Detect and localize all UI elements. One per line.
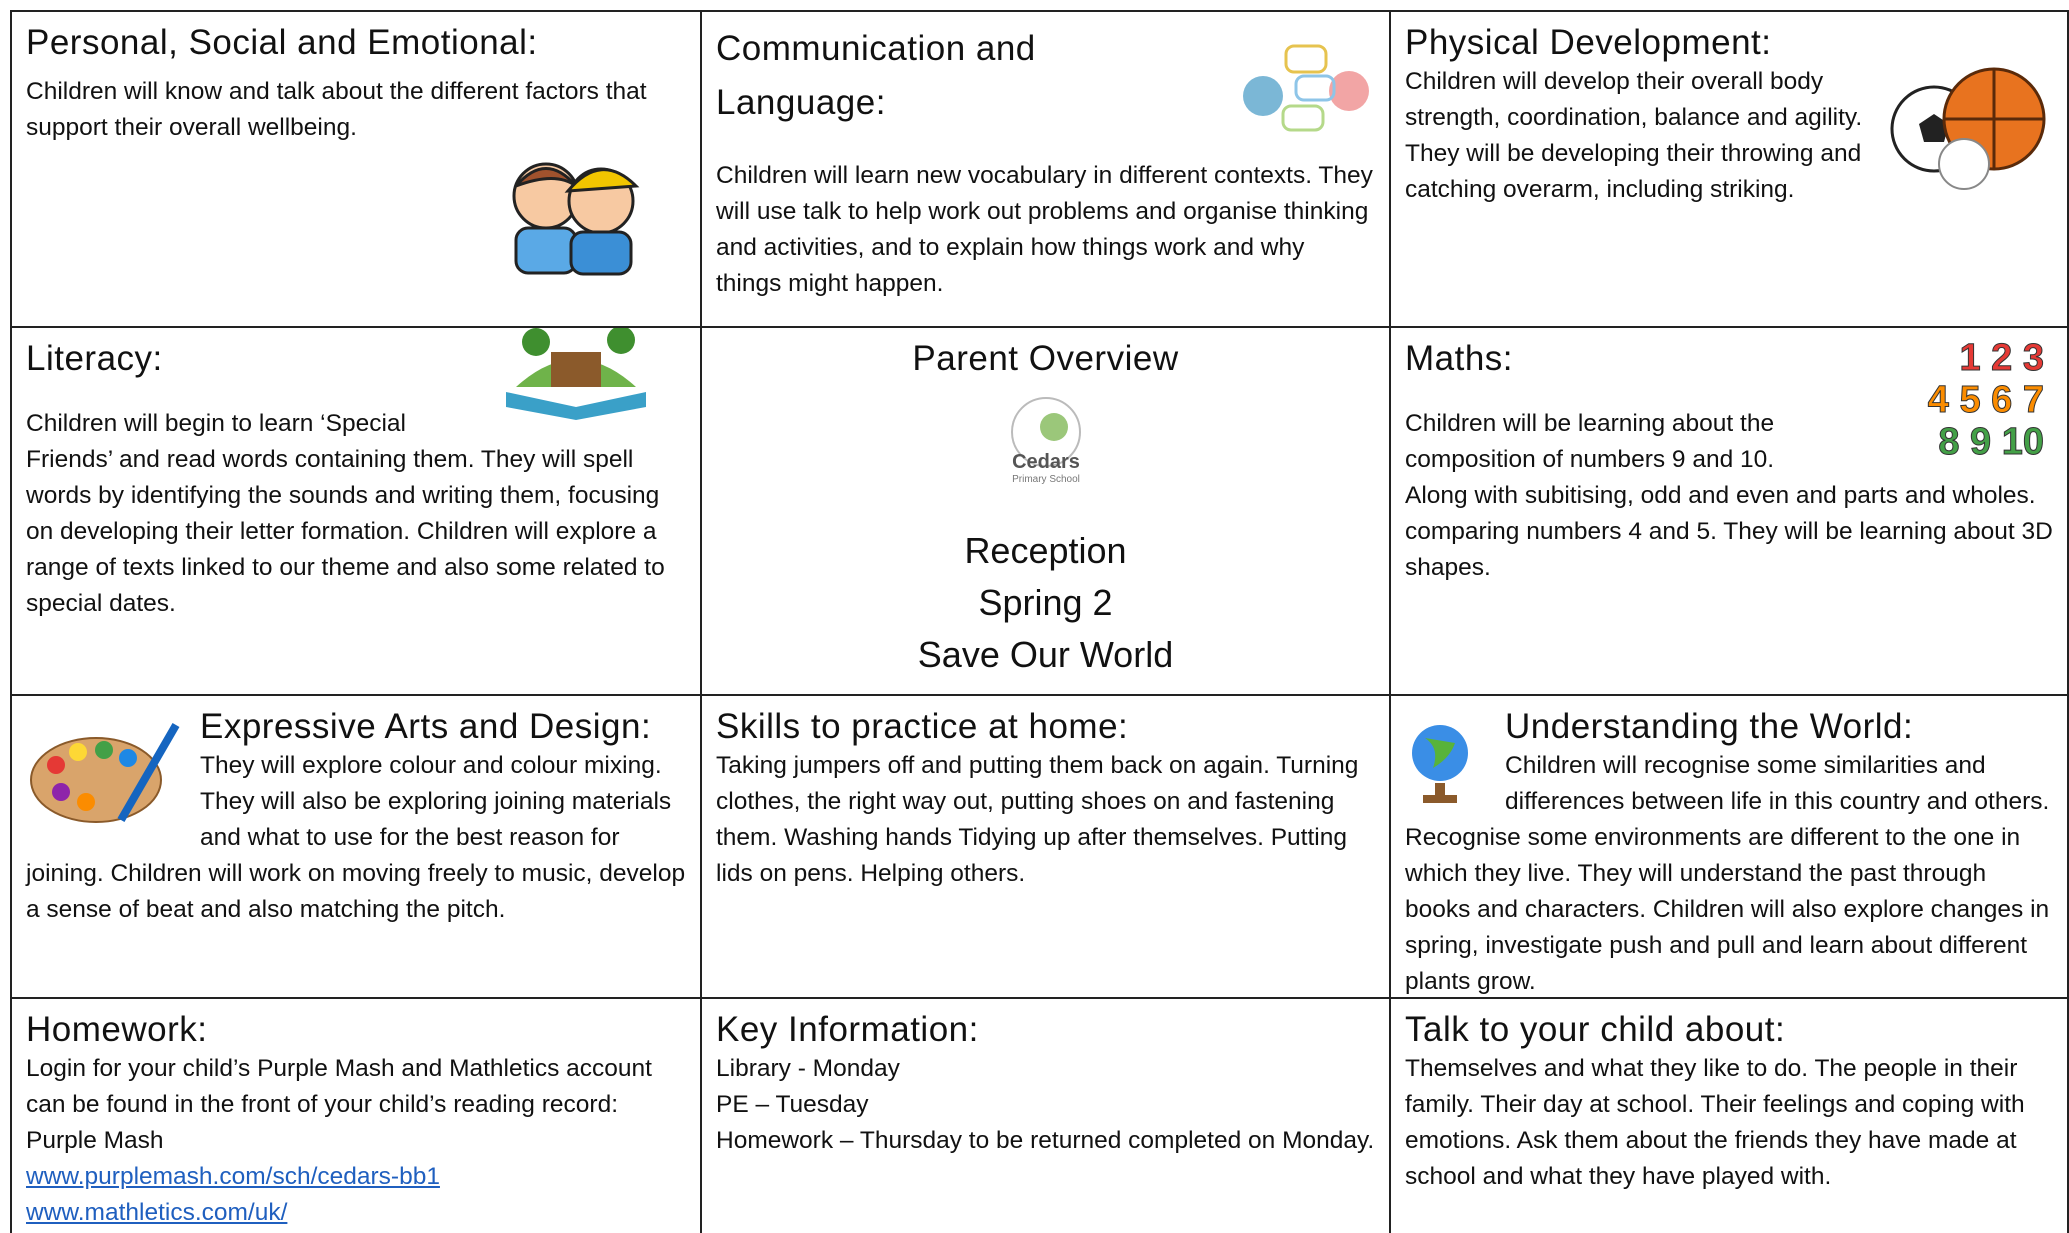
school-logo: Cedars Primary School (1010, 397, 1081, 485)
paragraph: Children will develop their overall body… (1405, 68, 1863, 203)
physical-cell: Physical Development: Children will deve… (1389, 10, 2069, 326)
logo-subtitle: Primary School (1012, 474, 1080, 485)
overview-line: Save Our World (917, 634, 1174, 675)
overview-title: Parent Overview (912, 339, 1179, 378)
paragraph: Children will begin to learn ‘Special Fr… (26, 410, 665, 617)
book-icon (506, 328, 646, 420)
literacy-cell: Literacy: Children will begin to learn ‘… (10, 326, 700, 694)
cell-title: Expressive Arts and Design: (200, 707, 652, 746)
cell-body: Library - Monday PE – Tuesday Homework – T… (716, 1051, 1375, 1159)
cell-title: Key Information: (716, 1010, 979, 1049)
key-information-cell: Key Information: Library - Monday PE – Tu… (700, 997, 1389, 1233)
cell-body: Themselves and what they like to do. The… (1405, 1051, 2053, 1195)
globe-icon (1412, 725, 1468, 803)
cell-title: Understanding the World: (1505, 707, 1914, 746)
cell-body: Login for your child’s Purple Mash and M… (26, 1051, 686, 1159)
homework-cell: Homework: Login for your child’s Purple … (10, 997, 700, 1233)
cell-body: Children will recognise some similaritie… (1405, 748, 2053, 997)
paragraph: Children will know and talk about the di… (26, 78, 647, 141)
number-row: 8 9 10 (1938, 421, 2044, 462)
balls-icon (1890, 67, 2046, 190)
cell-body: Children will know and talk about the di… (26, 74, 686, 146)
cell-body: They will explore colour and colour mixi… (26, 748, 686, 928)
cell-title: Personal, Social and Emotional: (26, 23, 538, 62)
number-row: 4 5 6 7 (1928, 379, 2044, 421)
number-row: 1 2 3 (1959, 337, 2044, 379)
overview-grid: Personal, Social and Emotional: Children… (10, 10, 2069, 1233)
numbers-icon: 1 2 34 5 6 78 9 10 (1927, 337, 2044, 463)
skills-cell: Skills to practice at home: Taking jumpe… (700, 694, 1389, 997)
cell-body: Children will learn new vocabulary in di… (716, 150, 1375, 302)
cell-title: Physical Development: (1405, 23, 1772, 62)
cell-title: Talk to your child about: (1405, 1010, 1786, 1049)
cell-body: Children will develop their overall body… (1405, 64, 2053, 208)
link[interactable]: www.mathletics.com/uk/ (26, 1199, 288, 1226)
paragraph: Themselves and what they like to do. The… (1405, 1055, 2025, 1190)
paragraph: Children will be learning about the comp… (1405, 410, 1775, 473)
logo-name: Cedars (1012, 451, 1080, 473)
cell-title: Communication and Language: (716, 29, 1036, 122)
paragraph: Library - Monday (716, 1055, 900, 1082)
palette-icon (30, 722, 180, 823)
link-line: www.purplemash.com/sch/cedars-bb1 (26, 1159, 686, 1195)
link-line: www.mathletics.com/uk/ (26, 1195, 686, 1231)
cell-body: Children will be learning about the comp… (1405, 406, 2053, 586)
overview-cell: Parent Overview Cedars Primary School Re… (700, 326, 1389, 694)
paragraph: Login for your child’s Purple Mash and M… (26, 1055, 652, 1154)
cell-title: Homework: (26, 1010, 208, 1049)
cell-body: Taking jumpers off and putting them back… (716, 748, 1375, 892)
paragraph: Homework – Thursday to be returned compl… (716, 1127, 1375, 1154)
paragraph: Children will learn new vocabulary in di… (716, 162, 1373, 297)
paragraph: Along with subitising, odd and even and … (1405, 482, 2053, 581)
paragraph: PE – Tuesday (716, 1091, 869, 1118)
communication-cell: Communication and Language: Children wil… (700, 10, 1389, 326)
speech-icon (1243, 44, 1369, 132)
understanding-world-cell: Understanding the World: Children will r… (1389, 694, 2069, 997)
talk-cell: Talk to your child about: Themselves and… (1389, 997, 2069, 1233)
children-icon (512, 162, 640, 276)
paragraph: Children will recognise some similaritie… (1405, 752, 2050, 995)
overview-lines: Reception Spring 2 Save Our World (716, 525, 1375, 681)
cell-title: Maths: (1405, 339, 1514, 378)
paragraph: They will explore colour and colour mixi… (26, 752, 686, 923)
cell-body: Children will begin to learn ‘Special Fr… (26, 406, 686, 622)
link[interactable]: www.purplemash.com/sch/cedars-bb1 (26, 1163, 440, 1190)
overview-line: Spring 2 (978, 582, 1113, 623)
link-list: www.purplemash.com/sch/cedars-bb1 www.mat… (26, 1159, 686, 1231)
overview-line: Reception (964, 530, 1127, 571)
personal-social-cell: Personal, Social and Emotional: Children… (10, 10, 700, 326)
cell-title: Literacy: (26, 339, 163, 378)
expressive-arts-cell: Expressive Arts and Design: They will ex… (10, 694, 700, 997)
cell-title: Skills to practice at home: (716, 707, 1129, 746)
paragraph: Taking jumpers off and putting them back… (716, 752, 1359, 887)
